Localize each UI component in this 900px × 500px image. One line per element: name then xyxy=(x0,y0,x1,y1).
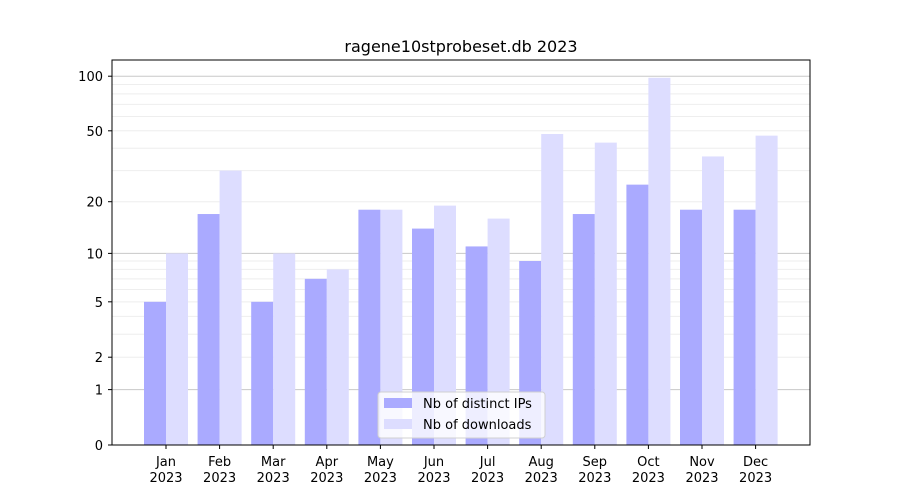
bar-downloads xyxy=(702,156,724,446)
bar-downloads xyxy=(755,135,778,445)
bar-distinct-ips xyxy=(626,184,649,445)
x-tick-label: Jul 2023 xyxy=(471,455,504,486)
chart-title: ragene10stprobeset.db 2023 xyxy=(344,37,577,56)
bar-distinct-ips xyxy=(680,209,702,445)
x-tick-label: Apr 2023 xyxy=(310,455,343,486)
legend-label: Nb of downloads xyxy=(423,418,532,433)
bar-downloads xyxy=(487,218,510,445)
bar-downloads xyxy=(648,77,671,445)
x-tick-label: Sep 2023 xyxy=(578,455,611,486)
bar-distinct-ips xyxy=(733,209,756,445)
y-tick-label: 100 xyxy=(78,70,103,85)
bar-distinct-ips xyxy=(251,301,274,445)
x-tick-label: Feb 2023 xyxy=(203,455,236,486)
y-tick-label: 5 xyxy=(95,296,103,311)
y-tick-label: 20 xyxy=(86,196,103,211)
bar-distinct-ips xyxy=(358,209,381,445)
y-tick-label: 2 xyxy=(95,351,103,366)
x-tick-label: Dec 2023 xyxy=(739,455,772,486)
bar-downloads xyxy=(326,269,349,445)
legend-swatch xyxy=(384,398,412,408)
x-tick-label: May 2023 xyxy=(364,455,397,486)
x-tick-label: Aug 2023 xyxy=(525,455,558,486)
bar-distinct-ips xyxy=(304,278,327,445)
y-tick-label: 10 xyxy=(86,247,103,262)
bar-distinct-ips xyxy=(144,301,166,445)
legend: Nb of distinct IPs Nb of downloads xyxy=(377,391,546,439)
bar-distinct-ips xyxy=(572,214,595,445)
bar-downloads xyxy=(219,170,242,445)
bar-distinct-ips xyxy=(412,228,434,445)
bar-distinct-ips xyxy=(197,214,220,445)
bar-downloads xyxy=(594,142,617,445)
y-tick-label: 50 xyxy=(86,125,103,140)
x-tick-label: Jan 2023 xyxy=(149,455,182,486)
legend-swatch xyxy=(384,419,412,429)
y-tick-label: 0 xyxy=(95,439,103,454)
legend-label: Nb of distinct IPs xyxy=(423,397,532,412)
bar-downloads xyxy=(380,209,403,445)
plot-frame xyxy=(111,59,811,446)
x-tick-label: Nov 2023 xyxy=(685,455,718,486)
bar-downloads xyxy=(166,253,188,445)
bar-downloads xyxy=(434,205,456,445)
x-tick-label: Oct 2023 xyxy=(632,455,665,486)
x-tick-label: Mar 2023 xyxy=(257,455,290,486)
y-tick-label: 1 xyxy=(95,384,103,399)
bar-downloads xyxy=(541,134,564,446)
x-tick-label: Jun 2023 xyxy=(417,455,450,486)
bar-downloads xyxy=(273,253,296,445)
